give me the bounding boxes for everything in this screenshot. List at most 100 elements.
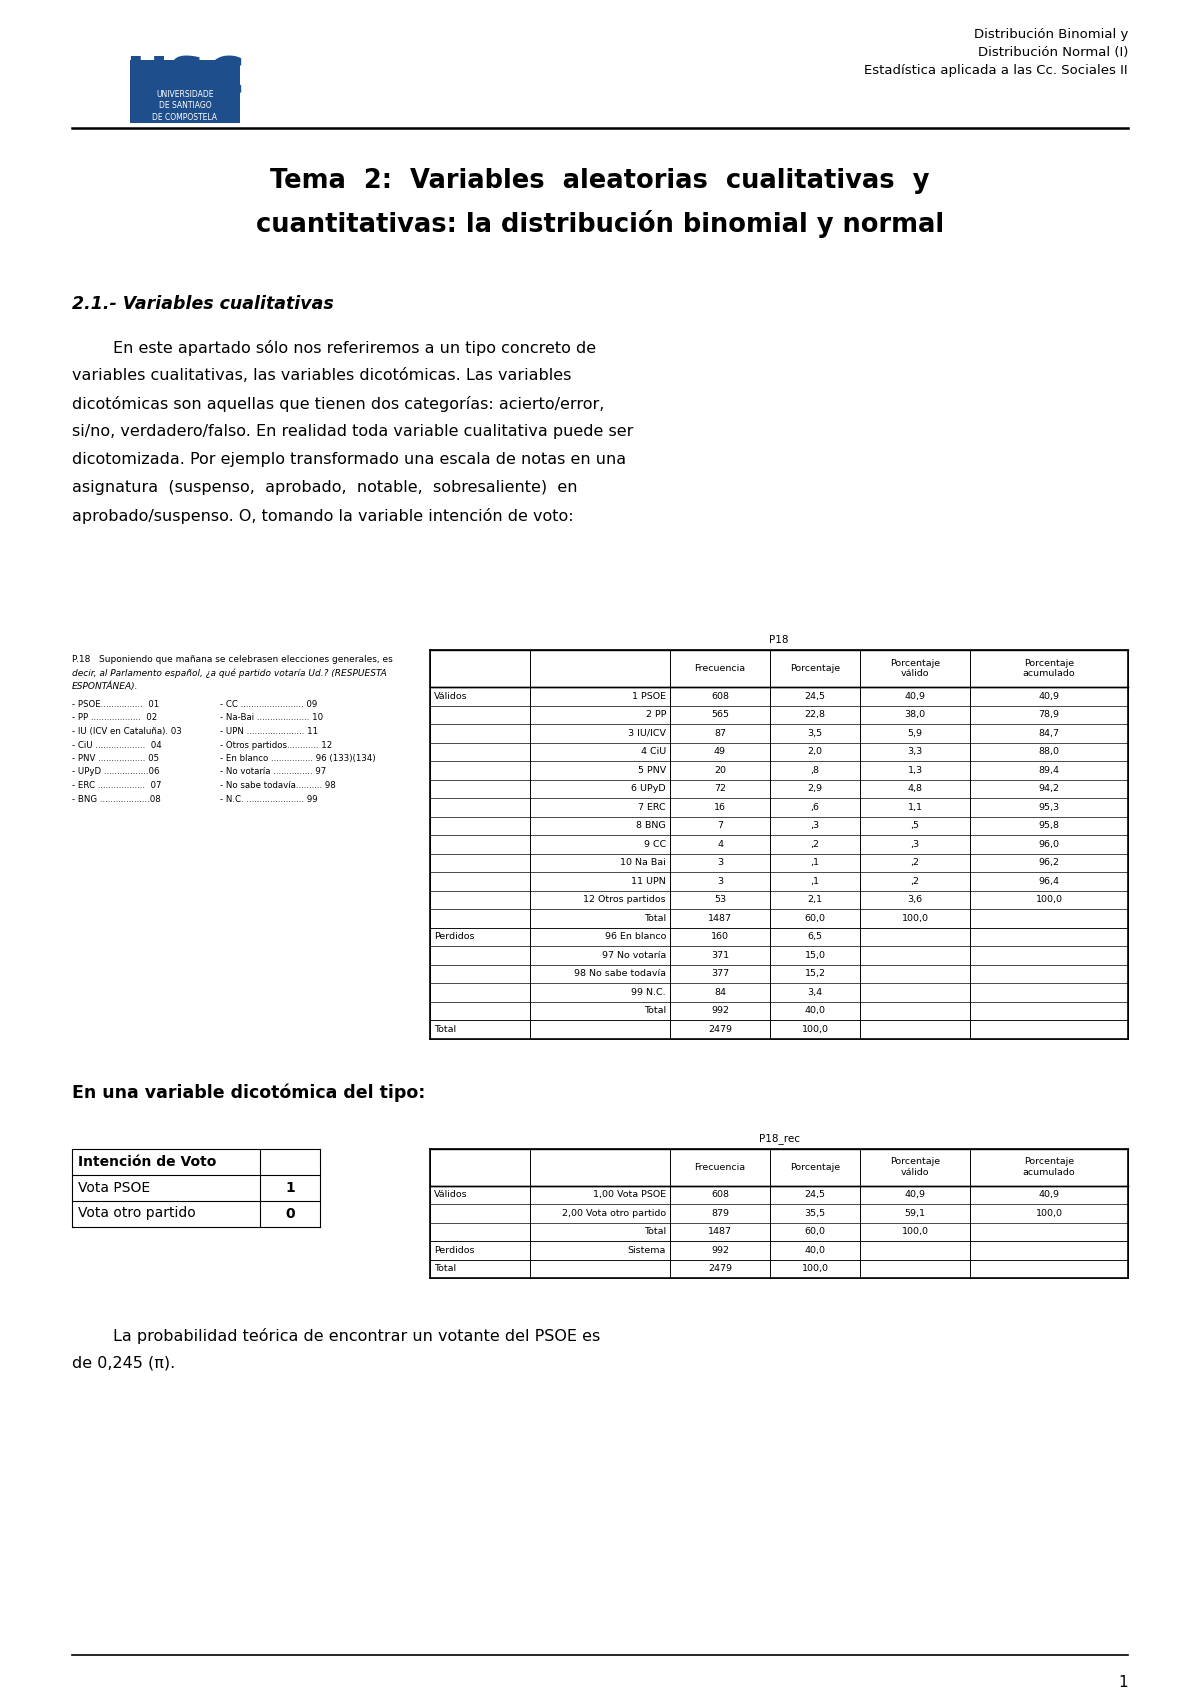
Text: 98 No sabe todavía: 98 No sabe todavía <box>574 969 666 977</box>
Text: si/no, verdadero/falso. En realidad toda variable cualitativa puede ser: si/no, verdadero/falso. En realidad toda… <box>72 424 634 440</box>
Text: 40,9: 40,9 <box>1038 1190 1060 1200</box>
Text: 3,4: 3,4 <box>808 988 822 996</box>
Text: ,2: ,2 <box>911 877 919 886</box>
Text: 35,5: 35,5 <box>804 1208 826 1218</box>
Text: - No sabe todavía.......... 98: - No sabe todavía.......... 98 <box>220 781 336 791</box>
Text: 40,9: 40,9 <box>905 692 925 701</box>
Text: 84: 84 <box>714 988 726 996</box>
Text: Válidos: Válidos <box>434 1190 468 1200</box>
Text: En este apartado sólo nos referiremos a un tipo concreto de: En este apartado sólo nos referiremos a … <box>72 339 596 356</box>
Text: 2,1: 2,1 <box>808 896 822 905</box>
Text: 7: 7 <box>718 821 722 830</box>
Text: Porcentaje
válido: Porcentaje válido <box>890 658 940 679</box>
Text: Total: Total <box>644 1006 666 1015</box>
Text: 60,0: 60,0 <box>804 913 826 923</box>
Text: Sistema: Sistema <box>628 1246 666 1254</box>
Text: 3: 3 <box>716 859 724 867</box>
Text: 99 N.C.: 99 N.C. <box>631 988 666 996</box>
Text: 565: 565 <box>710 711 730 720</box>
Text: Porcentaje
válido: Porcentaje válido <box>890 1157 940 1176</box>
Text: 38,0: 38,0 <box>905 711 925 720</box>
Text: 4 CiU: 4 CiU <box>641 747 666 757</box>
Text: 3,3: 3,3 <box>907 747 923 757</box>
Text: - UPyD .................06: - UPyD .................06 <box>72 767 160 777</box>
Text: 49: 49 <box>714 747 726 757</box>
Text: Total: Total <box>644 913 666 923</box>
Text: 5,9: 5,9 <box>907 728 923 738</box>
Text: - Na-Bai .................... 10: - Na-Bai .................... 10 <box>220 713 323 723</box>
Text: 608: 608 <box>710 692 730 701</box>
Text: P18_rec: P18_rec <box>758 1134 799 1144</box>
Text: Total: Total <box>434 1025 456 1033</box>
Text: 6 UPyD: 6 UPyD <box>631 784 666 792</box>
Text: 15,2: 15,2 <box>804 969 826 977</box>
Text: 1487: 1487 <box>708 913 732 923</box>
Text: - ERC ..................  07: - ERC .................. 07 <box>72 781 162 791</box>
Text: variables cualitativas, las variables dicotómicas. Las variables: variables cualitativas, las variables di… <box>72 368 571 384</box>
Text: Total: Total <box>434 1264 456 1273</box>
Text: 12 Otros partidos: 12 Otros partidos <box>583 896 666 905</box>
Text: 87: 87 <box>714 728 726 738</box>
Text: ,5: ,5 <box>911 821 919 830</box>
Text: 60,0: 60,0 <box>804 1227 826 1235</box>
Text: 1487: 1487 <box>708 1227 732 1235</box>
Text: ,3: ,3 <box>911 840 919 848</box>
Text: Perdidos: Perdidos <box>434 932 474 942</box>
Text: 4: 4 <box>718 840 722 848</box>
Text: 1,1: 1,1 <box>907 803 923 811</box>
Text: Vota otro partido: Vota otro partido <box>78 1207 196 1220</box>
Text: ,6: ,6 <box>810 803 820 811</box>
Text: 10 Na Bai: 10 Na Bai <box>620 859 666 867</box>
Text: ,3: ,3 <box>810 821 820 830</box>
Text: 100,0: 100,0 <box>901 913 929 923</box>
Text: 1,3: 1,3 <box>907 765 923 776</box>
Text: - No votaría ............... 97: - No votaría ............... 97 <box>220 767 326 777</box>
Text: 84,7: 84,7 <box>1038 728 1060 738</box>
Text: 377: 377 <box>710 969 730 977</box>
Text: ,2: ,2 <box>911 859 919 867</box>
Text: Estadística aplicada a las Cc. Sociales II: Estadística aplicada a las Cc. Sociales … <box>864 64 1128 76</box>
Text: 72: 72 <box>714 784 726 792</box>
Text: 1 PSOE: 1 PSOE <box>632 692 666 701</box>
Text: decir, al Parlamento español, ¿a qué partido votaría Ud.? (RESPUESTA: decir, al Parlamento español, ¿a qué par… <box>72 669 386 679</box>
Text: aprobado/suspenso. O, tomando la variable intención de voto:: aprobado/suspenso. O, tomando la variabl… <box>72 507 574 524</box>
Text: Frecuencia: Frecuencia <box>695 1162 745 1171</box>
Text: 15,0: 15,0 <box>804 950 826 961</box>
Text: 100,0: 100,0 <box>1036 896 1062 905</box>
Text: ,1: ,1 <box>810 859 820 867</box>
Text: 2,0: 2,0 <box>808 747 822 757</box>
Text: 3,5: 3,5 <box>808 728 822 738</box>
Text: 992: 992 <box>710 1006 730 1015</box>
Text: 608: 608 <box>710 1190 730 1200</box>
Text: 95,8: 95,8 <box>1038 821 1060 830</box>
Text: 40,0: 40,0 <box>804 1006 826 1015</box>
Text: En una variable dicotómica del tipo:: En una variable dicotómica del tipo: <box>72 1083 425 1101</box>
Text: 3: 3 <box>716 877 724 886</box>
Text: 1: 1 <box>1118 1675 1128 1690</box>
Text: 1,00 Vota PSOE: 1,00 Vota PSOE <box>593 1190 666 1200</box>
Text: - PSOE................  01: - PSOE................ 01 <box>72 699 160 709</box>
Text: 24,5: 24,5 <box>804 1190 826 1200</box>
Text: - N.C. ...................... 99: - N.C. ...................... 99 <box>220 794 318 803</box>
Text: Porcentaje: Porcentaje <box>790 664 840 674</box>
Text: 7 ERC: 7 ERC <box>638 803 666 811</box>
Text: de 0,245 (π).: de 0,245 (π). <box>72 1356 175 1371</box>
Text: Distribución Binomial y: Distribución Binomial y <box>973 27 1128 41</box>
Text: 5 PNV: 5 PNV <box>637 765 666 776</box>
Text: 2479: 2479 <box>708 1264 732 1273</box>
Text: Intención de Voto: Intención de Voto <box>78 1154 216 1169</box>
Text: ,8: ,8 <box>810 765 820 776</box>
Text: 94,2: 94,2 <box>1038 784 1060 792</box>
Text: Válidos: Válidos <box>434 692 468 701</box>
Text: 4,8: 4,8 <box>907 784 923 792</box>
Text: 6,5: 6,5 <box>808 932 822 942</box>
Text: 100,0: 100,0 <box>901 1227 929 1235</box>
Text: 78,9: 78,9 <box>1038 711 1060 720</box>
Bar <box>130 59 240 122</box>
Text: 88,0: 88,0 <box>1038 747 1060 757</box>
Text: 992: 992 <box>710 1246 730 1254</box>
Text: ESPONTÁNEA).: ESPONTÁNEA). <box>72 682 138 691</box>
Text: 96,0: 96,0 <box>1038 840 1060 848</box>
Text: 8 BNG: 8 BNG <box>636 821 666 830</box>
Text: - En blanco ................ 96 (133)(134): - En blanco ................ 96 (133)(13… <box>220 753 376 764</box>
